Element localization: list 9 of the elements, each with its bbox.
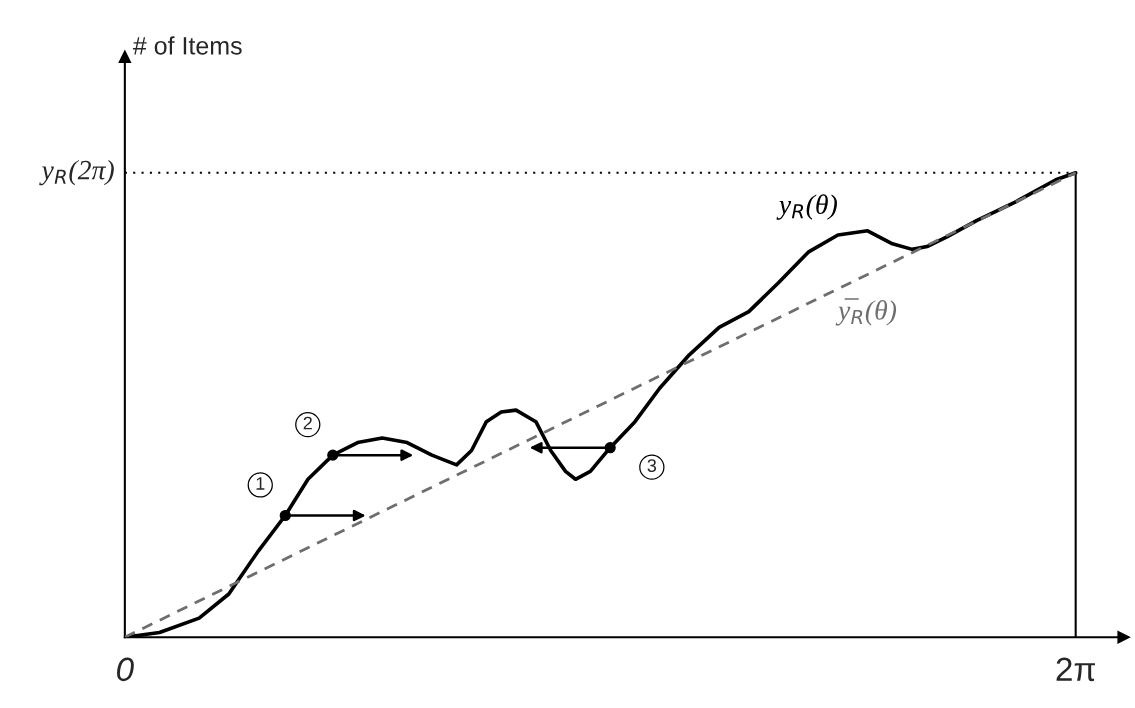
y-axis-title: # of Items xyxy=(132,36,242,55)
annotation: 1 xyxy=(256,477,265,490)
series-label: y$_{R}$(θ) xyxy=(776,194,837,220)
series-label: y̅$_{R}$(θ) xyxy=(835,298,897,326)
annotation: 3 xyxy=(647,459,657,472)
x-tick-label: 2π xyxy=(1056,657,1095,682)
ref-line-label: y$_{R}$(2π) xyxy=(39,159,114,186)
x-tick-label: 0 xyxy=(117,657,134,682)
annotation: 2 xyxy=(303,416,312,430)
